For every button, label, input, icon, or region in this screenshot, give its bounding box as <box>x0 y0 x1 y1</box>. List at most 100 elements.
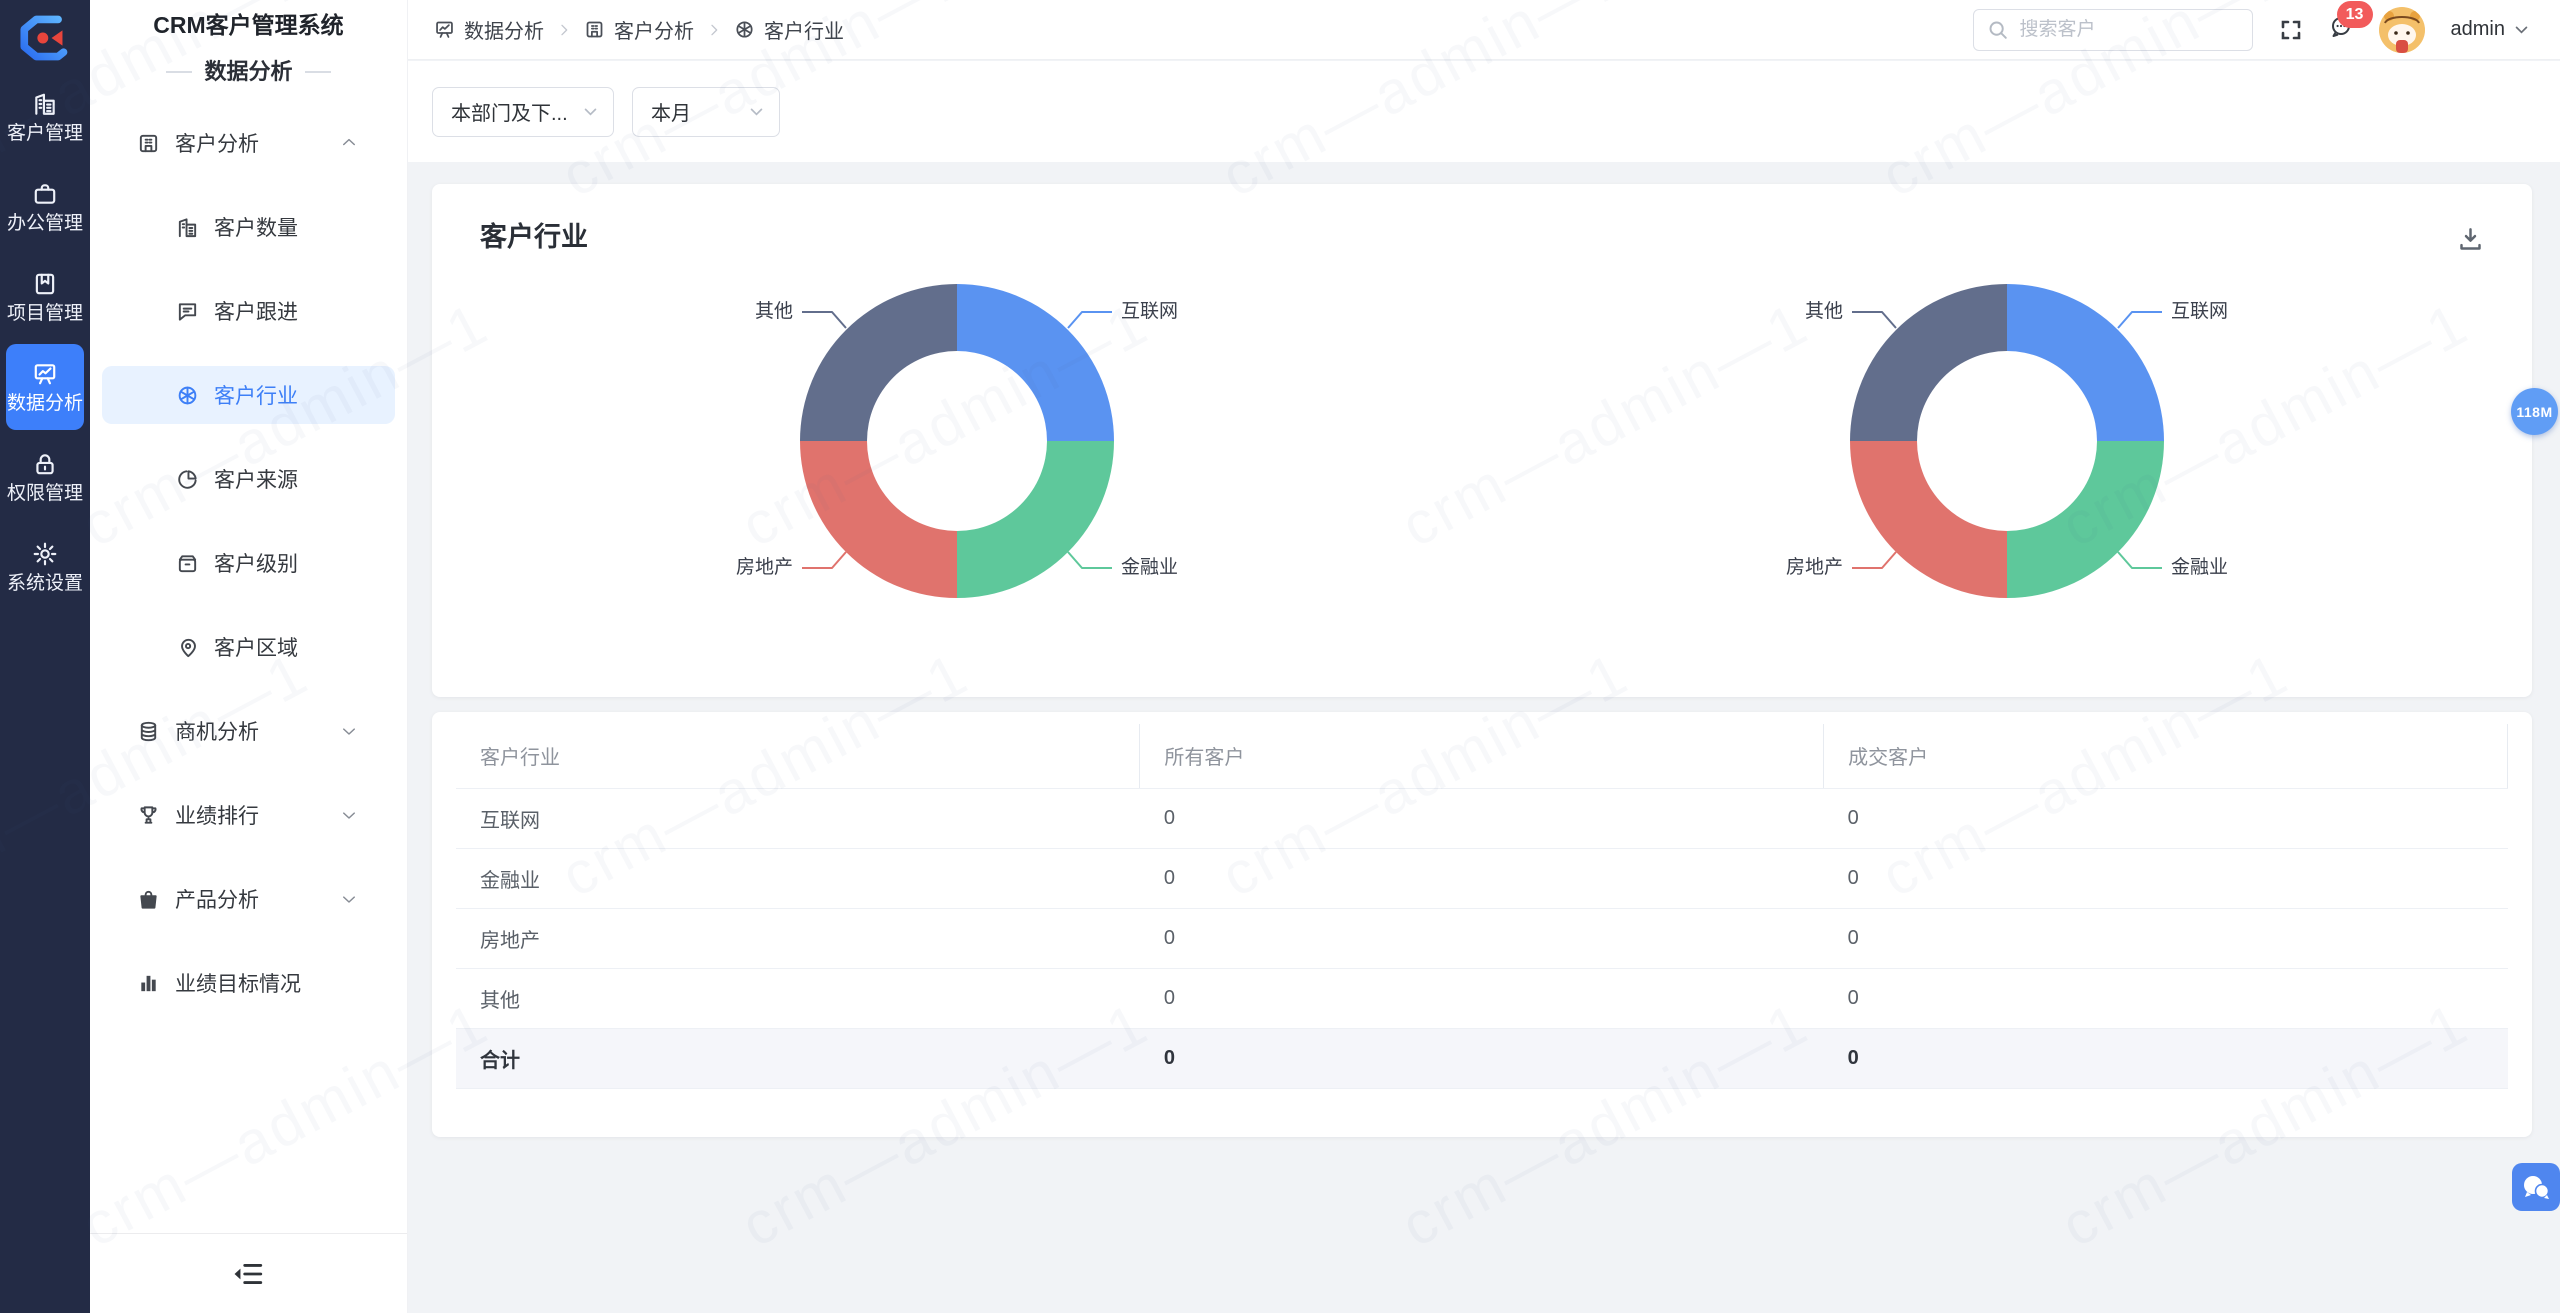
sidebar-item-label: 产品分析 <box>175 889 259 912</box>
pie-icon <box>176 468 199 491</box>
rail-item-客户管理[interactable]: 客户管理 <box>6 74 84 160</box>
donut-hole <box>867 351 1047 531</box>
table-cell: 0 <box>1823 968 2508 1029</box>
pie-label-房地产: 房地产 <box>1786 551 1897 580</box>
breadcrumb-separator-icon <box>706 22 722 38</box>
sidebar-item-业绩排行[interactable]: 业绩排行 <box>90 786 407 844</box>
breadcrumb-label: 客户分析 <box>614 21 694 43</box>
sidebar-item-label: 商机分析 <box>175 721 259 744</box>
sidebar-item-label: 业绩目标情况 <box>175 973 301 996</box>
pie-label-text: 房地产 <box>735 557 793 578</box>
card-title: 客户行业 <box>480 222 588 252</box>
chevron-down-icon <box>582 103 599 120</box>
collapse-sidebar-icon[interactable] <box>234 1261 264 1287</box>
table-row: 其他 0 0 <box>456 968 2508 1029</box>
sidebar-item-客户分析[interactable]: 客户分析 <box>90 114 407 172</box>
pie-label-text: 互联网 <box>2171 301 2229 322</box>
charts-row: 互联网 金融业 房地产 其他 互联网 金融业 房地产 其他 <box>432 284 2532 624</box>
chevron-down-icon <box>2513 21 2530 38</box>
table-total-cell: 0 <box>1139 1028 1824 1089</box>
pie-label-text: 其他 <box>754 301 793 322</box>
memory-indicator-badge[interactable]: 118M <box>2511 388 2558 435</box>
table-total-row: 合计 0 0 <box>456 1028 2508 1089</box>
rail-item-权限管理[interactable]: 权限管理 <box>6 434 84 520</box>
sidebar-item-label: 客户来源 <box>214 469 298 492</box>
sidebar-item-label: 客户数量 <box>214 217 298 240</box>
search-icon <box>1987 19 2008 40</box>
user-name: admin <box>2450 18 2505 40</box>
department-scope-value: 本部门及下... <box>451 103 568 125</box>
table-total-cell: 合计 <box>456 1028 1140 1089</box>
table-header-客户行业: 客户行业 <box>456 724 1141 789</box>
pie-label-text: 金融业 <box>2171 557 2229 578</box>
project-book-icon <box>32 271 58 297</box>
donut-ring[interactable] <box>1850 284 2164 598</box>
pie-label-text: 金融业 <box>1121 557 1179 578</box>
sidebar-item-label: 客户区域 <box>214 637 298 660</box>
sidebar-item-label: 客户级别 <box>214 553 298 576</box>
industry-chart-card: 客户行业 互联网 金融业 房地产 其他 互联网 金融业 房地产 其他 <box>432 184 2532 697</box>
download-icon[interactable] <box>2457 226 2484 253</box>
donut-ring[interactable] <box>800 284 1114 598</box>
pie-label-互联网: 互联网 <box>2117 300 2228 332</box>
breadcrumb-item-客户行业[interactable]: 客户行业 <box>734 15 844 44</box>
rail-item-项目管理[interactable]: 项目管理 <box>6 254 84 340</box>
briefcase-icon <box>32 181 58 207</box>
filter-bar: 本部门及下... 本月 <box>408 61 2560 162</box>
coins-icon <box>137 720 160 743</box>
app-logo[interactable] <box>0 0 90 70</box>
rail-item-办公管理[interactable]: 办公管理 <box>6 164 84 250</box>
table-cell: 房地产 <box>456 908 1140 969</box>
pie-label-金融业: 金融业 <box>1067 551 1179 580</box>
user-menu[interactable]: admin <box>2451 18 2530 41</box>
sidebar-item-客户来源[interactable]: 客户来源 <box>90 450 407 508</box>
table-cell: 互联网 <box>456 788 1140 849</box>
table-header-成交客户: 成交客户 <box>1823 724 2508 789</box>
search-input[interactable] <box>1972 8 2253 51</box>
breadcrumb-item-客户分析[interactable]: 客户分析 <box>584 15 694 44</box>
sidebar-item-客户跟进[interactable]: 客户跟进 <box>90 282 407 340</box>
chevron-down-icon <box>340 806 358 824</box>
sidebar-menu: 客户分析客户数量客户跟进客户行业客户来源客户级别客户区域商机分析业绩排行产品分析… <box>90 114 407 1012</box>
chevron-down-icon <box>340 890 358 908</box>
sidebar-item-产品分析[interactable]: 产品分析 <box>90 870 407 928</box>
pie-label-line <box>801 551 847 573</box>
department-scope-select[interactable]: 本部门及下... <box>432 86 614 137</box>
sidebar-item-客户数量[interactable]: 客户数量 <box>90 198 407 256</box>
period-value: 本月 <box>651 103 691 125</box>
notification-badge: 13 <box>2336 1 2373 28</box>
table-cell: 0 <box>1823 908 2508 969</box>
rail-item-数据分析[interactable]: 数据分析 <box>6 344 84 430</box>
sidebar-item-客户级别[interactable]: 客户级别 <box>90 534 407 592</box>
avatar[interactable] <box>2378 6 2425 53</box>
pie-label-金融业: 金融业 <box>2117 551 2229 580</box>
chat-float-button[interactable] <box>2512 1163 2560 1211</box>
sidebar-item-商机分析[interactable]: 商机分析 <box>90 702 407 760</box>
table-total-cell: 0 <box>1823 1028 2508 1089</box>
breadcrumb: 数据分析 客户分析 客户行业 <box>408 15 844 44</box>
sidebar-footer <box>90 1233 407 1313</box>
breadcrumb-separator-icon <box>556 22 572 38</box>
pie-label-房地产: 房地产 <box>735 551 847 580</box>
org-frame-icon <box>137 132 160 155</box>
period-select[interactable]: 本月 <box>632 86 780 137</box>
top-header: 数据分析 客户分析 客户行业 13 <box>408 0 2560 60</box>
chevron-down-icon <box>340 722 358 740</box>
industry-table: 客户行业 所有客户 成交客户 互联网 0 0 金融业 0 0 房地产 0 0 其他 0 0 合计 0 0 <box>456 724 2508 1089</box>
sidebar-item-客户行业[interactable]: 客户行业 <box>102 366 395 424</box>
wheel-icon <box>176 384 199 407</box>
breadcrumb-item-数据分析[interactable]: 数据分析 <box>434 15 544 44</box>
header-actions: 13 admin <box>1972 1 2560 53</box>
sidebar-item-客户区域[interactable]: 客户区域 <box>90 618 407 676</box>
lock-icon <box>32 451 58 477</box>
customer-building-icon <box>32 91 58 117</box>
rail-item-label: 办公管理 <box>6 212 83 234</box>
sidebar-item-业绩目标情况[interactable]: 业绩目标情况 <box>90 954 407 1012</box>
breadcrumb-label: 客户行业 <box>764 21 844 43</box>
pie-label-text: 其他 <box>1804 301 1843 322</box>
notifications-button[interactable]: 13 <box>2329 1 2373 44</box>
pie-label-line <box>1851 300 1897 332</box>
rail-item-系统设置[interactable]: 系统设置 <box>6 524 84 610</box>
table-cell: 0 <box>1139 788 1824 849</box>
fullscreen-icon[interactable] <box>2279 18 2303 42</box>
